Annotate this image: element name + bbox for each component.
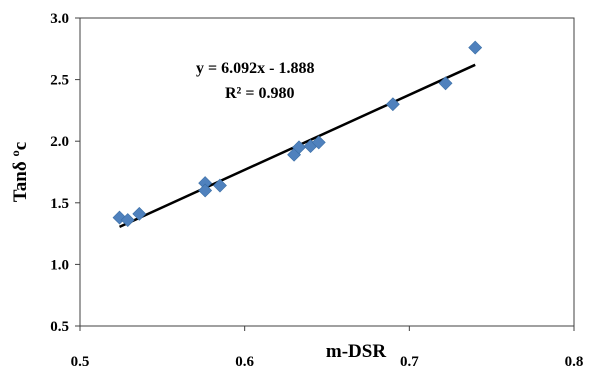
- y-tick-label: 2.5: [50, 73, 69, 89]
- data-point-diamond: [213, 178, 227, 193]
- y-tick-label: 1.5: [50, 196, 69, 212]
- data-point-diamond: [385, 97, 400, 112]
- x-tick-label: 0.7: [400, 354, 419, 369]
- x-axis-title: m-DSR: [326, 341, 386, 362]
- y-axis-ticks: 0.5 1.0 1.5 2.0 2.5 3.0: [50, 11, 80, 335]
- x-tick-label: 0.5: [71, 354, 90, 369]
- trendline-equation: y = 6.092x - 1.888: [196, 60, 314, 77]
- data-point-diamond: [292, 140, 306, 155]
- y-axis-title: Tanδ ºc: [10, 142, 31, 202]
- data-point-diamond: [132, 206, 147, 221]
- y-tick-label: 1.0: [50, 257, 69, 273]
- y-tick-label: 3.0: [50, 11, 69, 27]
- y-tick-label: 2.0: [50, 134, 69, 150]
- data-point-diamond: [198, 183, 213, 198]
- x-tick-label: 0.8: [565, 354, 584, 369]
- x-axis-ticks: 0.5 0.6 0.7 0.8: [71, 326, 584, 369]
- y-tick-label: 0.5: [50, 319, 69, 335]
- data-points: [112, 40, 483, 227]
- data-point-diamond: [438, 76, 453, 91]
- x-tick-label: 0.6: [235, 354, 254, 369]
- data-point-diamond: [311, 135, 326, 150]
- plot-area-border: [79, 17, 575, 327]
- r-squared-label: R² = 0.980: [225, 85, 294, 102]
- data-point-diamond: [468, 40, 483, 55]
- data-point-diamond: [120, 213, 135, 227]
